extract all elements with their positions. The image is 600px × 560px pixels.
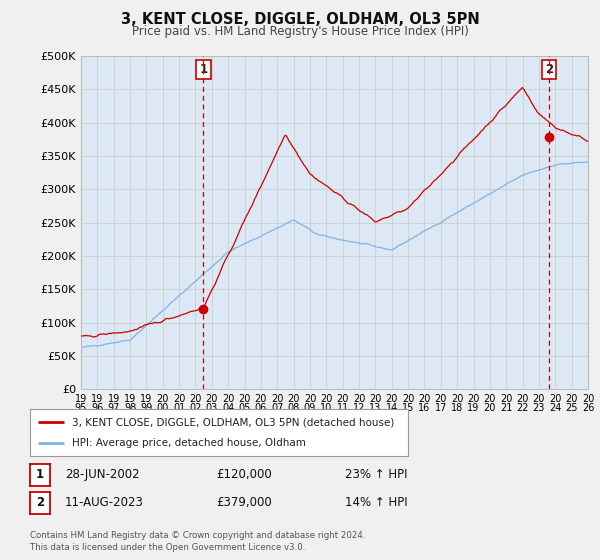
Text: 11-AUG-2023: 11-AUG-2023 xyxy=(65,496,143,510)
Text: 1: 1 xyxy=(36,468,44,482)
Text: 23% ↑ HPI: 23% ↑ HPI xyxy=(345,468,407,482)
Text: 2: 2 xyxy=(36,496,44,510)
Text: 2: 2 xyxy=(545,63,553,76)
Text: 1: 1 xyxy=(199,63,208,76)
Text: 14% ↑ HPI: 14% ↑ HPI xyxy=(345,496,407,510)
Text: 3, KENT CLOSE, DIGGLE, OLDHAM, OL3 5PN: 3, KENT CLOSE, DIGGLE, OLDHAM, OL3 5PN xyxy=(121,12,479,27)
Text: 28-JUN-2002: 28-JUN-2002 xyxy=(65,468,139,482)
Text: £120,000: £120,000 xyxy=(216,468,272,482)
Text: £379,000: £379,000 xyxy=(216,496,272,510)
Text: 3, KENT CLOSE, DIGGLE, OLDHAM, OL3 5PN (detached house): 3, KENT CLOSE, DIGGLE, OLDHAM, OL3 5PN (… xyxy=(71,417,394,427)
Text: Price paid vs. HM Land Registry's House Price Index (HPI): Price paid vs. HM Land Registry's House … xyxy=(131,25,469,38)
Text: HPI: Average price, detached house, Oldham: HPI: Average price, detached house, Oldh… xyxy=(71,438,305,448)
Text: Contains HM Land Registry data © Crown copyright and database right 2024.
This d: Contains HM Land Registry data © Crown c… xyxy=(30,531,365,552)
